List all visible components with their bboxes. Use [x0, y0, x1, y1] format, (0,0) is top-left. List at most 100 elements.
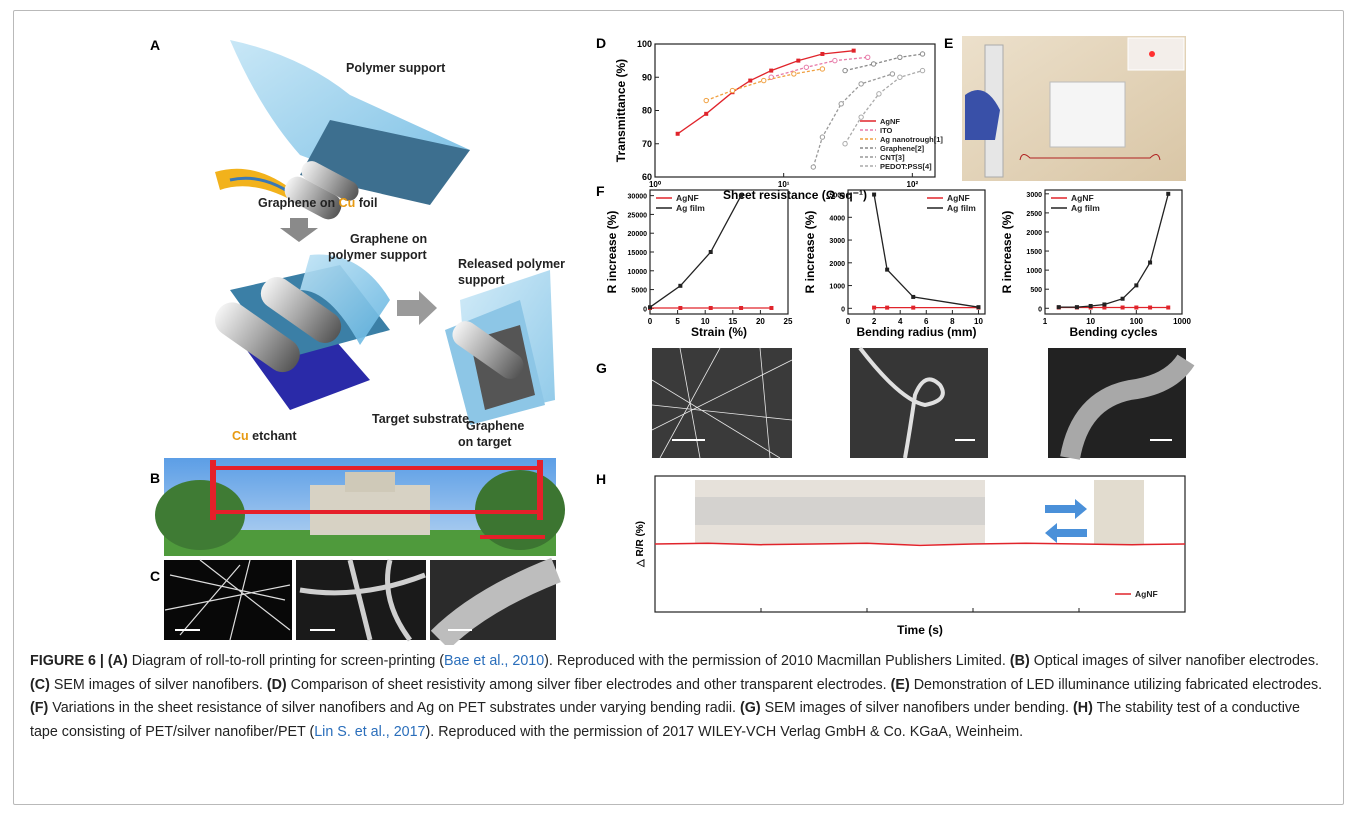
panel-label: H	[596, 471, 606, 487]
marker	[885, 268, 889, 272]
marker	[709, 250, 713, 254]
marker	[852, 49, 856, 53]
y-tick-label: 0	[643, 306, 647, 313]
legend-label: Ag film	[676, 203, 705, 213]
marker	[871, 62, 875, 66]
x-tick-label: 25	[784, 317, 793, 326]
x-axis-label: Bending cycles	[1069, 325, 1157, 339]
series-line	[845, 54, 922, 71]
label-line: on target	[458, 435, 512, 449]
diagram-label: Graphene on target	[458, 419, 524, 449]
marker	[820, 52, 824, 56]
marker	[898, 75, 902, 79]
caption-text: ). Reproduced with the permission of 201…	[544, 653, 1006, 669]
photo-e	[962, 36, 1186, 181]
y-axis-label: △ R/R (%)	[635, 521, 646, 568]
marker	[796, 59, 800, 63]
marker	[877, 92, 881, 96]
sem-g	[652, 348, 1186, 458]
y-axis-label: Transmittance (%)	[614, 59, 628, 162]
caption-label: (H)	[1073, 700, 1093, 716]
legend-label: PEDOT:PSS[4]	[880, 162, 932, 171]
caption-text: ). Reproduced with the permission of 201…	[426, 724, 1024, 740]
caption-text: Comparison of sheet resistivity among si…	[291, 677, 887, 693]
marker	[678, 306, 682, 310]
marker	[839, 102, 843, 106]
y-tick-label: 3000	[1026, 192, 1042, 199]
label-part: etchant	[249, 429, 298, 443]
photo-h	[695, 480, 1144, 544]
marker	[872, 193, 876, 197]
label-line: polymer support	[328, 248, 427, 262]
marker	[976, 305, 980, 309]
y-tick-label: 60	[642, 172, 652, 182]
diagram-label: Graphene on Cu foil	[258, 196, 377, 210]
series-line	[678, 51, 854, 134]
marker	[820, 135, 824, 139]
y-tick-label: 90	[642, 72, 652, 82]
caption-label: (E)	[891, 677, 910, 693]
x-axis-label: Bending radius (mm)	[856, 325, 976, 339]
caption-label: (C)	[30, 677, 50, 693]
marker	[709, 306, 713, 310]
x-tick-label: 10²	[907, 180, 919, 189]
marker	[1057, 305, 1061, 309]
y-tick-label: 25000	[628, 212, 648, 219]
y-tick-label: 1000	[829, 284, 845, 291]
marker	[859, 82, 863, 86]
y-tick-label: 1000	[1026, 268, 1042, 275]
citation[interactable]: Bae et al., 2010	[444, 653, 544, 669]
marker	[1121, 306, 1125, 310]
caption-label: (B)	[1010, 653, 1030, 669]
marker	[920, 68, 924, 72]
marker	[704, 98, 708, 102]
marker	[911, 295, 915, 299]
y-tick-label: 15000	[628, 250, 648, 257]
x-tick-label: 5	[675, 317, 680, 326]
marker	[911, 306, 915, 310]
marker	[885, 306, 889, 310]
label-line: Graphene	[466, 419, 524, 433]
marker	[1075, 305, 1079, 309]
arrow	[280, 218, 318, 242]
marker	[898, 55, 902, 59]
marker	[678, 284, 682, 288]
y-tick-label: 2500	[1026, 211, 1042, 218]
y-axis-label: R increase (%)	[605, 211, 619, 294]
legend-label: Graphene[2]	[880, 144, 925, 153]
diagram-label: Cu etchant	[232, 429, 297, 443]
marker	[843, 68, 847, 72]
sem-c	[164, 560, 556, 640]
marker	[739, 306, 743, 310]
legend-label: AgNF	[1071, 193, 1094, 203]
marker	[1089, 304, 1093, 308]
diagram-label: Target substrate	[372, 412, 469, 426]
caption: FIGURE 6 | (A) Diagram of roll-to-roll p…	[30, 650, 1330, 744]
y-tick-label: 20000	[628, 231, 648, 238]
marker	[804, 65, 808, 69]
marker	[866, 55, 870, 59]
marker	[833, 58, 837, 62]
y-tick-label: 5000	[631, 288, 647, 295]
y-tick-label: 2000	[1026, 230, 1042, 237]
marker	[820, 67, 824, 71]
label-line: Graphene on	[350, 232, 427, 246]
panel-label: C	[150, 568, 160, 584]
label-part: foil	[355, 196, 377, 210]
citation[interactable]: Lin S. et al., 2017	[314, 724, 425, 740]
y-axis-label: R increase (%)	[1000, 211, 1014, 294]
y-tick-label: 80	[642, 106, 652, 116]
marker	[1166, 192, 1170, 196]
x-tick-label: 1	[1043, 317, 1048, 326]
caption-label: (G)	[740, 700, 761, 716]
y-tick-label: 10000	[628, 269, 648, 276]
label-part: Cu	[232, 429, 249, 443]
marker	[1148, 260, 1152, 264]
y-tick-label: 3000	[829, 238, 845, 245]
y-axis-label: R increase (%)	[803, 211, 817, 294]
x-tick-label: 0	[648, 317, 653, 326]
label-line: Released polymer	[458, 257, 565, 271]
marker	[676, 132, 680, 136]
caption-text: Diagram of roll-to-roll printing for scr…	[132, 653, 444, 669]
photo-b	[155, 458, 565, 556]
